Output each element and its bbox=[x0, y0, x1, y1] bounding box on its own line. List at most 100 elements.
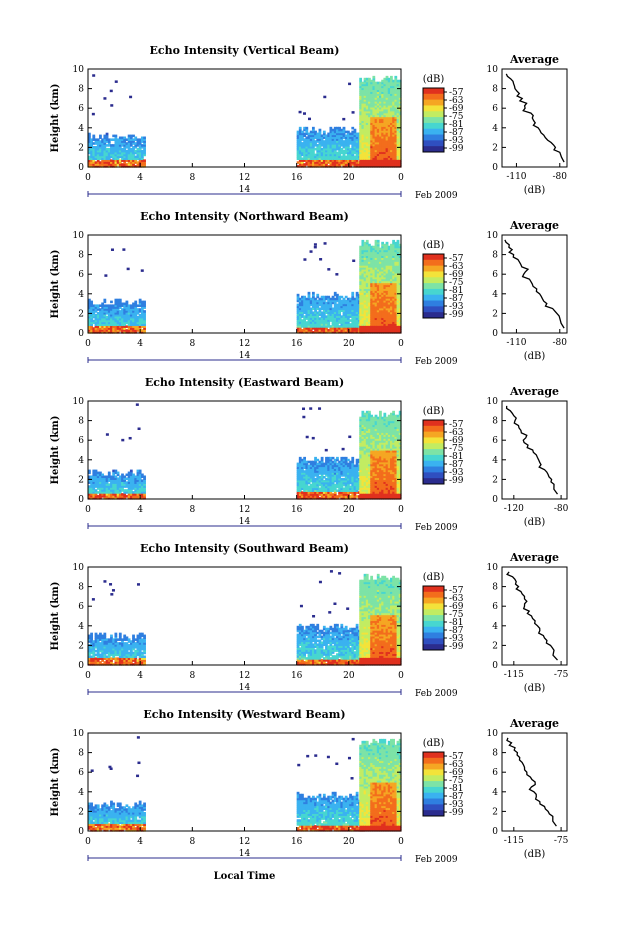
heatmap-cell bbox=[126, 301, 129, 304]
echo-speck bbox=[352, 260, 355, 263]
y-tick-label: 10 bbox=[73, 231, 85, 241]
panel-title: Echo Intensity (Northward Beam) bbox=[140, 210, 349, 223]
heatmap-cell bbox=[312, 292, 315, 295]
echo-speck bbox=[303, 258, 306, 261]
echo-speck bbox=[310, 250, 313, 253]
y-tick-label: 2 bbox=[78, 143, 84, 153]
echo-speck bbox=[335, 273, 338, 276]
average-y-tick-label: 10 bbox=[487, 231, 499, 241]
date-label: 14 bbox=[239, 351, 251, 361]
y-axis-label: Height (km) bbox=[50, 250, 61, 319]
colorbar-swatch bbox=[423, 94, 444, 100]
y-tick-label: 6 bbox=[78, 270, 84, 280]
heatmap-cell bbox=[394, 76, 397, 79]
x-tick-label: 8 bbox=[189, 173, 195, 183]
echo-speck bbox=[103, 97, 106, 100]
heatmap-cell bbox=[351, 457, 354, 460]
colorbar-swatch bbox=[423, 88, 444, 94]
y-axis-label: Height (km) bbox=[50, 84, 61, 153]
colorbar-swatch bbox=[423, 135, 444, 141]
heatmap-cell bbox=[372, 76, 375, 79]
x-tick-label: 0 bbox=[85, 339, 91, 349]
heatmap-cell bbox=[106, 133, 109, 136]
heatmap-cell bbox=[323, 131, 326, 134]
colorbar-tick-label: -99 bbox=[449, 144, 464, 154]
panel-3: Echo Intensity (Eastward Beam)Height (km… bbox=[50, 376, 569, 533]
colorbar-swatch bbox=[423, 254, 444, 260]
colorbar-swatch bbox=[423, 266, 444, 272]
echo-speck bbox=[110, 90, 113, 93]
date-label: 14 bbox=[239, 185, 251, 195]
x-tick-label: 16 bbox=[291, 339, 303, 349]
echo-speck bbox=[111, 248, 114, 251]
x-tick-label: 0 bbox=[85, 173, 91, 183]
average-y-tick-label: 0 bbox=[492, 163, 498, 173]
x-tick-label: 20 bbox=[343, 339, 355, 349]
echo-speck bbox=[303, 112, 306, 115]
heatmap-cell bbox=[308, 292, 311, 295]
average-y-tick-label: 6 bbox=[492, 270, 498, 280]
colorbar-swatch bbox=[423, 306, 444, 312]
x-tick-label: 4 bbox=[137, 339, 143, 349]
colorbar-label: (dB) bbox=[423, 240, 445, 251]
colorbar-swatch bbox=[423, 277, 444, 283]
average-y-tick-label: 4 bbox=[492, 124, 498, 134]
colorbar-swatch bbox=[423, 123, 444, 129]
y-tick-label: 0 bbox=[78, 329, 84, 339]
panel-1: Echo Intensity (Vertical Beam) Height (km… bbox=[50, 44, 567, 201]
heatmap-cell bbox=[377, 240, 380, 243]
heatmap-cell bbox=[92, 135, 95, 138]
echo-speck bbox=[352, 111, 355, 114]
average-profile-line bbox=[506, 74, 564, 162]
heatmap bbox=[88, 403, 402, 499]
average-x-label: (dB) bbox=[524, 351, 546, 362]
average-y-tick-label: 8 bbox=[492, 251, 498, 261]
x-tick-label: 16 bbox=[291, 173, 303, 183]
x-tick-label: 12 bbox=[239, 339, 250, 349]
heatmap bbox=[88, 74, 402, 167]
echo-speck bbox=[327, 268, 330, 271]
heatmap-cell bbox=[299, 127, 302, 130]
average-y-tick-label: 8 bbox=[492, 85, 498, 95]
heatmap-cell bbox=[319, 129, 322, 132]
heatmap-cell bbox=[90, 301, 93, 304]
heatmap-cell bbox=[351, 292, 354, 295]
x-tick-label: 12 bbox=[239, 173, 250, 183]
heatmap-cell bbox=[110, 301, 113, 304]
average-x-tick-label: -80 bbox=[553, 338, 568, 348]
heatmap-cell bbox=[343, 127, 346, 130]
average-profile-line bbox=[505, 240, 564, 328]
month-label: Feb 2009 bbox=[415, 191, 458, 201]
panel-title: Echo Intensity (Vertical Beam) bbox=[149, 44, 339, 57]
echo-speck bbox=[129, 96, 132, 99]
y-tick-label: 8 bbox=[78, 85, 84, 95]
echo-speck bbox=[115, 80, 118, 83]
x-tick-label: 8 bbox=[189, 339, 195, 349]
colorbar-swatch bbox=[423, 295, 444, 301]
colorbar-label: (dB) bbox=[423, 74, 445, 85]
month-label: Feb 2009 bbox=[415, 357, 458, 367]
colorbar-tick-label: -99 bbox=[449, 310, 464, 320]
y-tick-label: 4 bbox=[78, 290, 84, 300]
heatmap-cell bbox=[103, 299, 106, 302]
heatmap-cell bbox=[316, 294, 319, 297]
echo-speck bbox=[299, 111, 302, 114]
y-tick-label: 8 bbox=[78, 251, 84, 261]
echo-speck bbox=[127, 268, 130, 271]
heatmap-cell bbox=[397, 240, 400, 243]
x-tick-label: 0 bbox=[398, 173, 404, 183]
heatmap-cell bbox=[305, 127, 308, 130]
heatmap-cell bbox=[134, 301, 137, 304]
heatmap-cell bbox=[321, 457, 324, 460]
heatmap-cell bbox=[130, 470, 133, 473]
average-y-tick-label: 6 bbox=[492, 104, 498, 114]
average-y-tick-label: 2 bbox=[492, 309, 498, 319]
colorbar-swatch bbox=[423, 289, 444, 295]
average-y-tick-label: 0 bbox=[492, 329, 498, 339]
heatmap-cell bbox=[108, 472, 111, 475]
panel-2: Echo Intensity (Northward Beam) Height (k… bbox=[50, 210, 567, 367]
heatmap-cell bbox=[354, 129, 357, 132]
